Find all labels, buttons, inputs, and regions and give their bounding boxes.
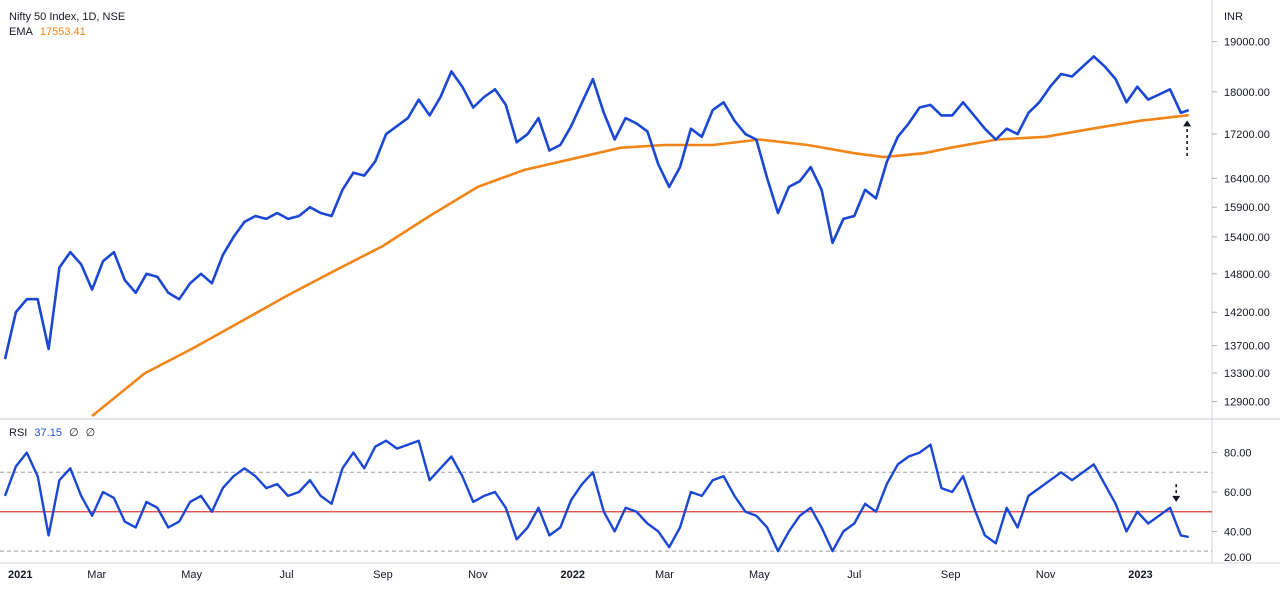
price-line [3, 55, 1190, 360]
symbol-legend[interactable]: Nifty 50 Index, 1D, NSE [9, 11, 129, 23]
rsi-label: RSI [9, 427, 28, 439]
price-tick-label: 19000.00 [1224, 37, 1270, 49]
price-tick-label: 15900.00 [1224, 202, 1270, 214]
ema-label: EMA [9, 26, 33, 38]
time-tick-label: Mar [655, 569, 674, 581]
price-tick-label: 13700.00 [1224, 341, 1270, 353]
price-arrow-head [1183, 120, 1192, 127]
time-tick-label: Mar [87, 569, 106, 581]
ema-legend[interactable]: EMA 17553.41 [9, 26, 90, 38]
price-tick-label: 13300.00 [1224, 368, 1270, 380]
rsi-axis-ticks: 80.00 60.00 40.00 20.00 [1212, 448, 1252, 564]
rsi-tick-label: 60.00 [1224, 487, 1252, 499]
price-tick-label: 14200.00 [1224, 307, 1270, 319]
time-tick-label: May [181, 569, 202, 581]
time-tick-label: Jul [279, 569, 293, 581]
price-tick-label: 15400.00 [1224, 232, 1270, 244]
price-axis-ticks: 19000.00 18000.00 17200.00 16400.00 15900.00… [1212, 37, 1270, 408]
time-axis-ticks: 2021 Mar May Jul Sep Nov 2022 Mar May Jul Sep Nov 20… [8, 569, 1153, 581]
axis-unit-label: INR [1224, 11, 1243, 23]
time-tick-label: Sep [373, 569, 393, 581]
chart-annotations [1172, 120, 1192, 502]
price-tick-label: 12900.00 [1224, 396, 1270, 408]
rsi-pane-series [3, 439, 1189, 553]
price-tick-label: 18000.00 [1224, 87, 1270, 99]
rsi-value: 37.15 [34, 427, 62, 439]
time-tick-label: Sep [941, 569, 961, 581]
time-tick-label: Nov [468, 569, 488, 581]
time-tick-label: May [749, 569, 770, 581]
ema-value: 17553.41 [39, 26, 86, 38]
symbol-title: Nifty 50 Index, 1D, NSE [9, 11, 126, 23]
price-tick-label: 17200.00 [1224, 129, 1270, 141]
rsi-arrow-head [1172, 495, 1181, 502]
price-tick-label: 14800.00 [1224, 269, 1270, 281]
rsi-tick-label: 80.00 [1224, 448, 1252, 460]
rsi-legend[interactable]: RSI 37.15 ∅ ∅ [9, 426, 99, 439]
rsi-line [3, 439, 1189, 553]
time-tick-label: Nov [1036, 569, 1056, 581]
time-tick-label: Jul [847, 569, 861, 581]
rsi-tick-label: 20.00 [1224, 552, 1252, 564]
rsi-param-1: ∅ [69, 427, 79, 439]
time-tick-label: 2023 [1128, 569, 1152, 581]
rsi-pane-grid [0, 471, 1212, 552]
price-pane-series [3, 55, 1190, 418]
ema-line [91, 113, 1189, 418]
price-tick-label: 16400.00 [1224, 173, 1270, 185]
rsi-tick-label: 40.00 [1224, 526, 1252, 538]
time-tick-label: 2022 [560, 569, 584, 581]
rsi-param-2: ∅ [85, 427, 96, 439]
time-tick-label: 2021 [8, 569, 32, 581]
